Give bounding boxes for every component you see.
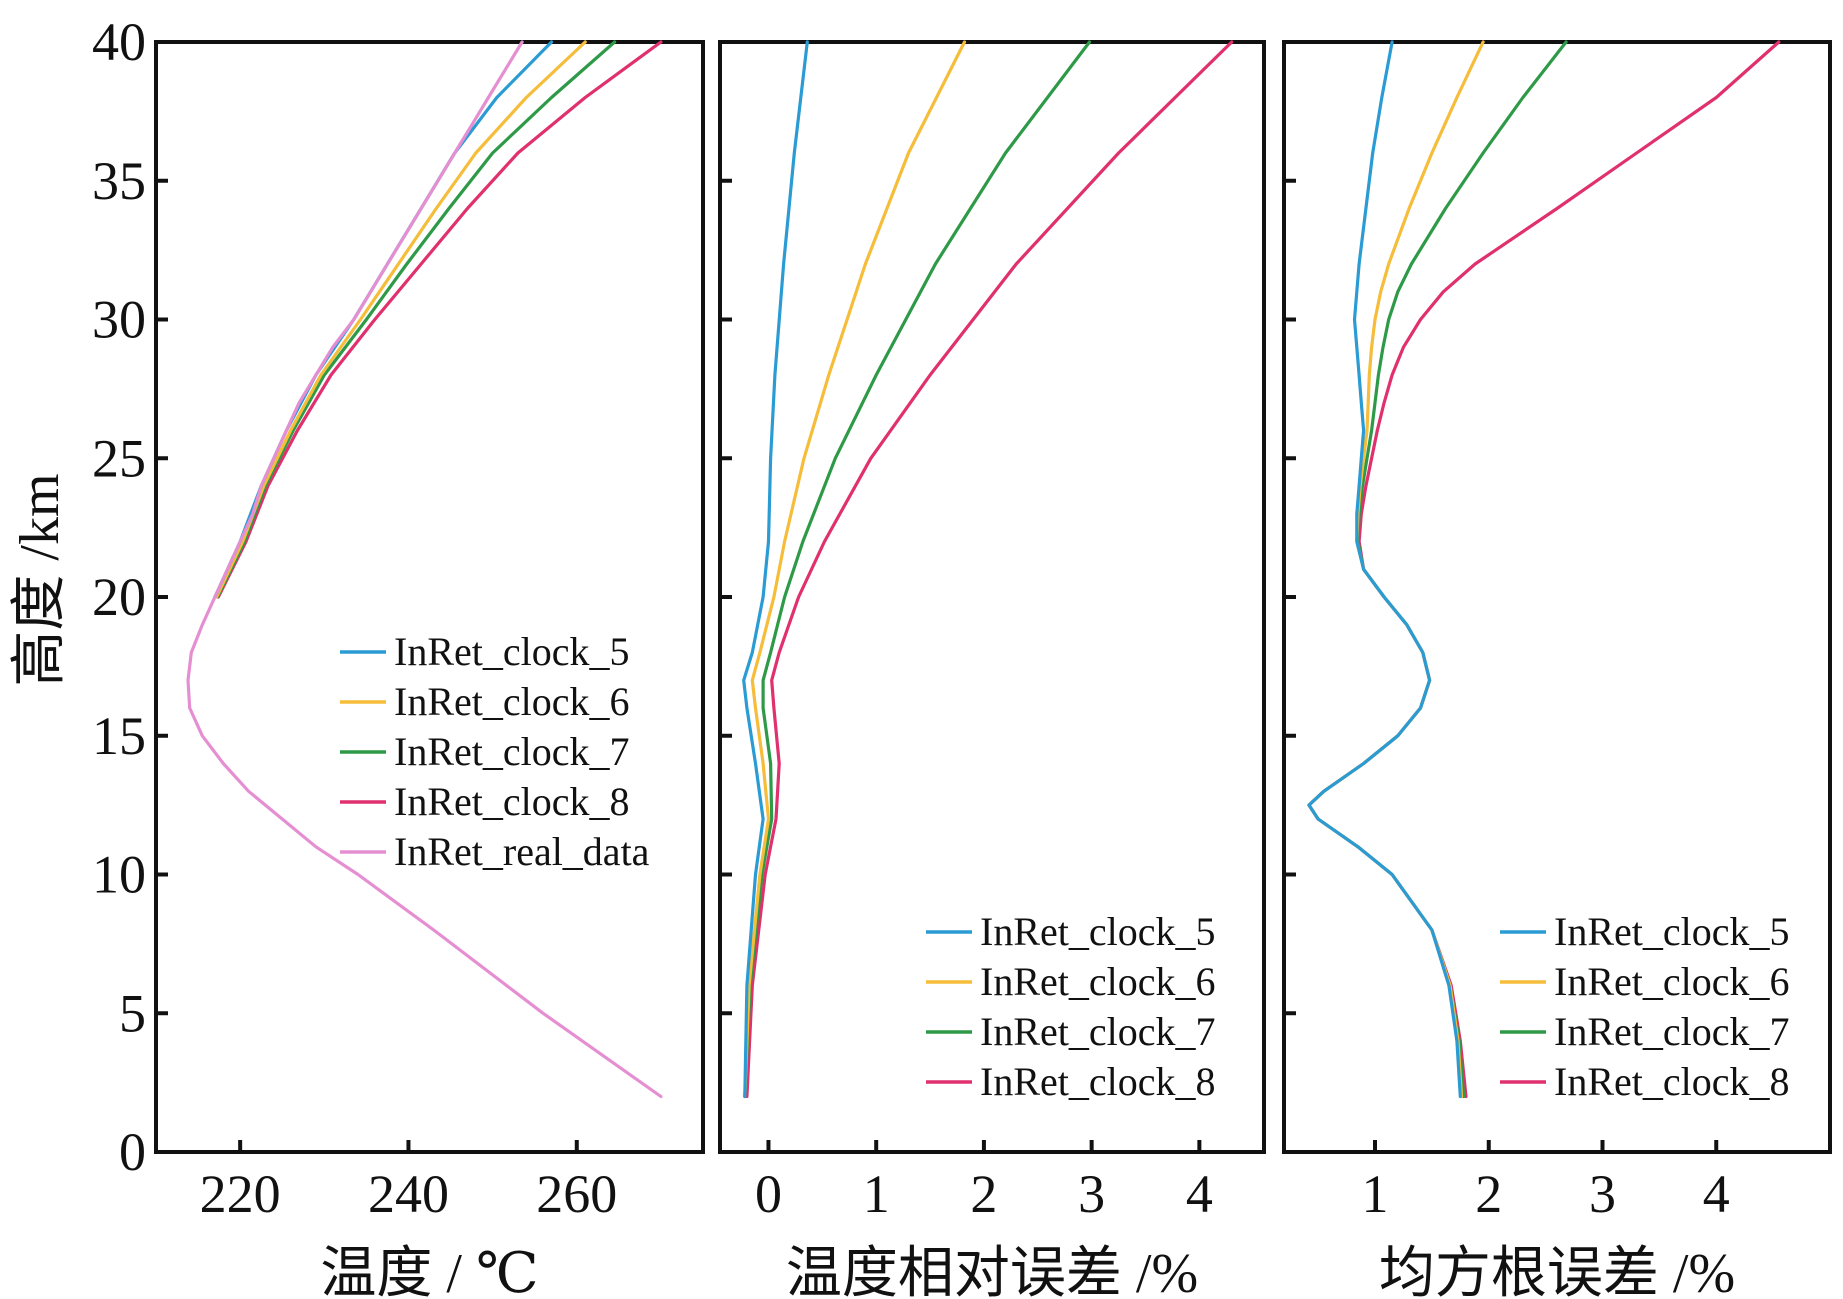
legend-label: InRet_clock_6 (980, 959, 1216, 1004)
x-tick-label: 3 (1589, 1164, 1616, 1224)
series-line-inret-clock-6 (1307, 40, 1485, 1099)
series-line-inret-clock-6 (743, 40, 967, 1099)
series-line-inret-clock-8 (216, 40, 663, 599)
series-line-inret-real-data (186, 40, 663, 1099)
x-tick-label: 4 (1186, 1164, 1213, 1224)
legend-label: InRet_real_data (394, 829, 650, 874)
y-tick-label: 5 (119, 983, 146, 1043)
series-line-inret-clock-7 (743, 40, 1092, 1099)
x-axis-label: 温度 / ℃ (320, 1243, 538, 1299)
y-axis-label: 高度 /km (9, 473, 71, 686)
legend-label: InRet_clock_7 (1554, 1009, 1790, 1054)
series-line-inret-clock-7 (1307, 40, 1568, 1099)
x-tick-label: 1 (1362, 1164, 1389, 1224)
y-tick-label: 35 (92, 151, 146, 211)
x-tick-label: 240 (368, 1164, 449, 1224)
panel-relative-error: 0 1 2 3 4 温度相对误差 /% InRet_clock_5 InRet_clock_6… (718, 40, 1266, 1299)
x-tick-label: 1 (863, 1164, 890, 1224)
legend-label: InRet_clock_5 (394, 629, 630, 674)
legend-label: InRet_clock_8 (980, 1059, 1216, 1104)
legend: InRet_clock_5 InRet_clock_6 InRet_clock_7 I… (1500, 909, 1790, 1104)
legend-label: InRet_clock_5 (980, 909, 1216, 954)
legend-label: InRet_clock_6 (394, 679, 630, 724)
x-tick-label: 0 (755, 1164, 782, 1224)
y-tick-label: 0 (119, 1122, 146, 1182)
x-tick-label: 3 (1078, 1164, 1105, 1224)
x-tick-label: 220 (200, 1164, 281, 1224)
series-line-inret-clock-5 (1307, 40, 1462, 1099)
series-line-inret-clock-8 (745, 40, 1234, 1099)
plot-frame (154, 40, 705, 1154)
legend-label: InRet_clock_5 (1554, 909, 1790, 954)
legend-label: InRet_clock_8 (1554, 1059, 1790, 1104)
series-line-inret-clock-7 (215, 40, 617, 599)
legend: InRet_clock_5 InRet_clock_6 InRet_clock_7 I… (340, 629, 650, 874)
y-tick-label: 10 (92, 845, 146, 905)
y-tick-label: 25 (92, 428, 146, 488)
y-tick-label: 15 (92, 706, 146, 766)
series-line-inret-clock-5 (742, 40, 809, 1099)
panel-temperature: 0 5 10 15 20 25 30 35 40 220 240 260 温度 / ℃ InRet_clo… (92, 12, 705, 1299)
y-tick-label: 40 (92, 12, 146, 72)
legend-label: InRet_clock_7 (980, 1009, 1216, 1054)
legend-label: InRet_clock_7 (394, 729, 630, 774)
legend-label: InRet_clock_8 (394, 779, 630, 824)
series-line-inret-clock-6 (215, 40, 587, 599)
x-tick-label: 2 (970, 1164, 997, 1224)
legend-label: InRet_clock_6 (1554, 959, 1790, 1004)
legend: InRet_clock_5 InRet_clock_6 InRet_clock_7 I… (926, 909, 1216, 1104)
x-tick-label: 4 (1703, 1164, 1730, 1224)
y-tick-label: 20 (92, 567, 146, 627)
x-tick-label: 260 (536, 1164, 617, 1224)
x-tick-label: 2 (1475, 1164, 1502, 1224)
y-tick-label: 30 (92, 290, 146, 350)
x-axis-label: 均方根误差 /% (1379, 1243, 1735, 1299)
x-axis-label: 温度相对误差 /% (786, 1243, 1198, 1299)
